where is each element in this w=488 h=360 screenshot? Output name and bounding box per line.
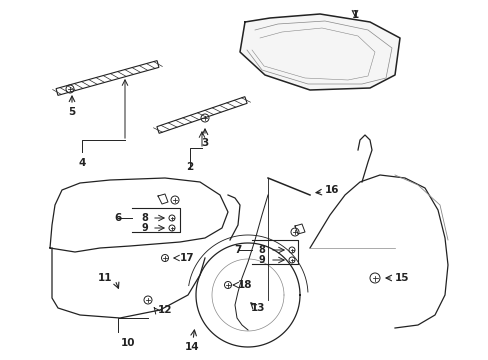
- Text: 7: 7: [234, 245, 241, 255]
- Text: 3: 3: [201, 138, 208, 148]
- Text: 4: 4: [78, 158, 85, 168]
- Text: 12: 12: [158, 305, 172, 315]
- Text: 10: 10: [121, 338, 135, 348]
- Text: 16: 16: [325, 185, 339, 195]
- Text: 8: 8: [258, 245, 265, 255]
- Polygon shape: [240, 14, 399, 90]
- Text: 1: 1: [351, 10, 358, 20]
- Text: 9: 9: [258, 255, 265, 265]
- Text: 15: 15: [394, 273, 408, 283]
- Text: 9: 9: [142, 223, 148, 233]
- Text: 18: 18: [238, 280, 252, 290]
- Text: 11: 11: [98, 273, 112, 283]
- Text: 5: 5: [68, 107, 76, 117]
- Text: 6: 6: [114, 213, 122, 223]
- Text: 14: 14: [184, 342, 199, 352]
- Text: 2: 2: [186, 162, 193, 172]
- Text: 17: 17: [180, 253, 194, 263]
- Text: 13: 13: [250, 303, 264, 313]
- Text: 8: 8: [141, 213, 148, 223]
